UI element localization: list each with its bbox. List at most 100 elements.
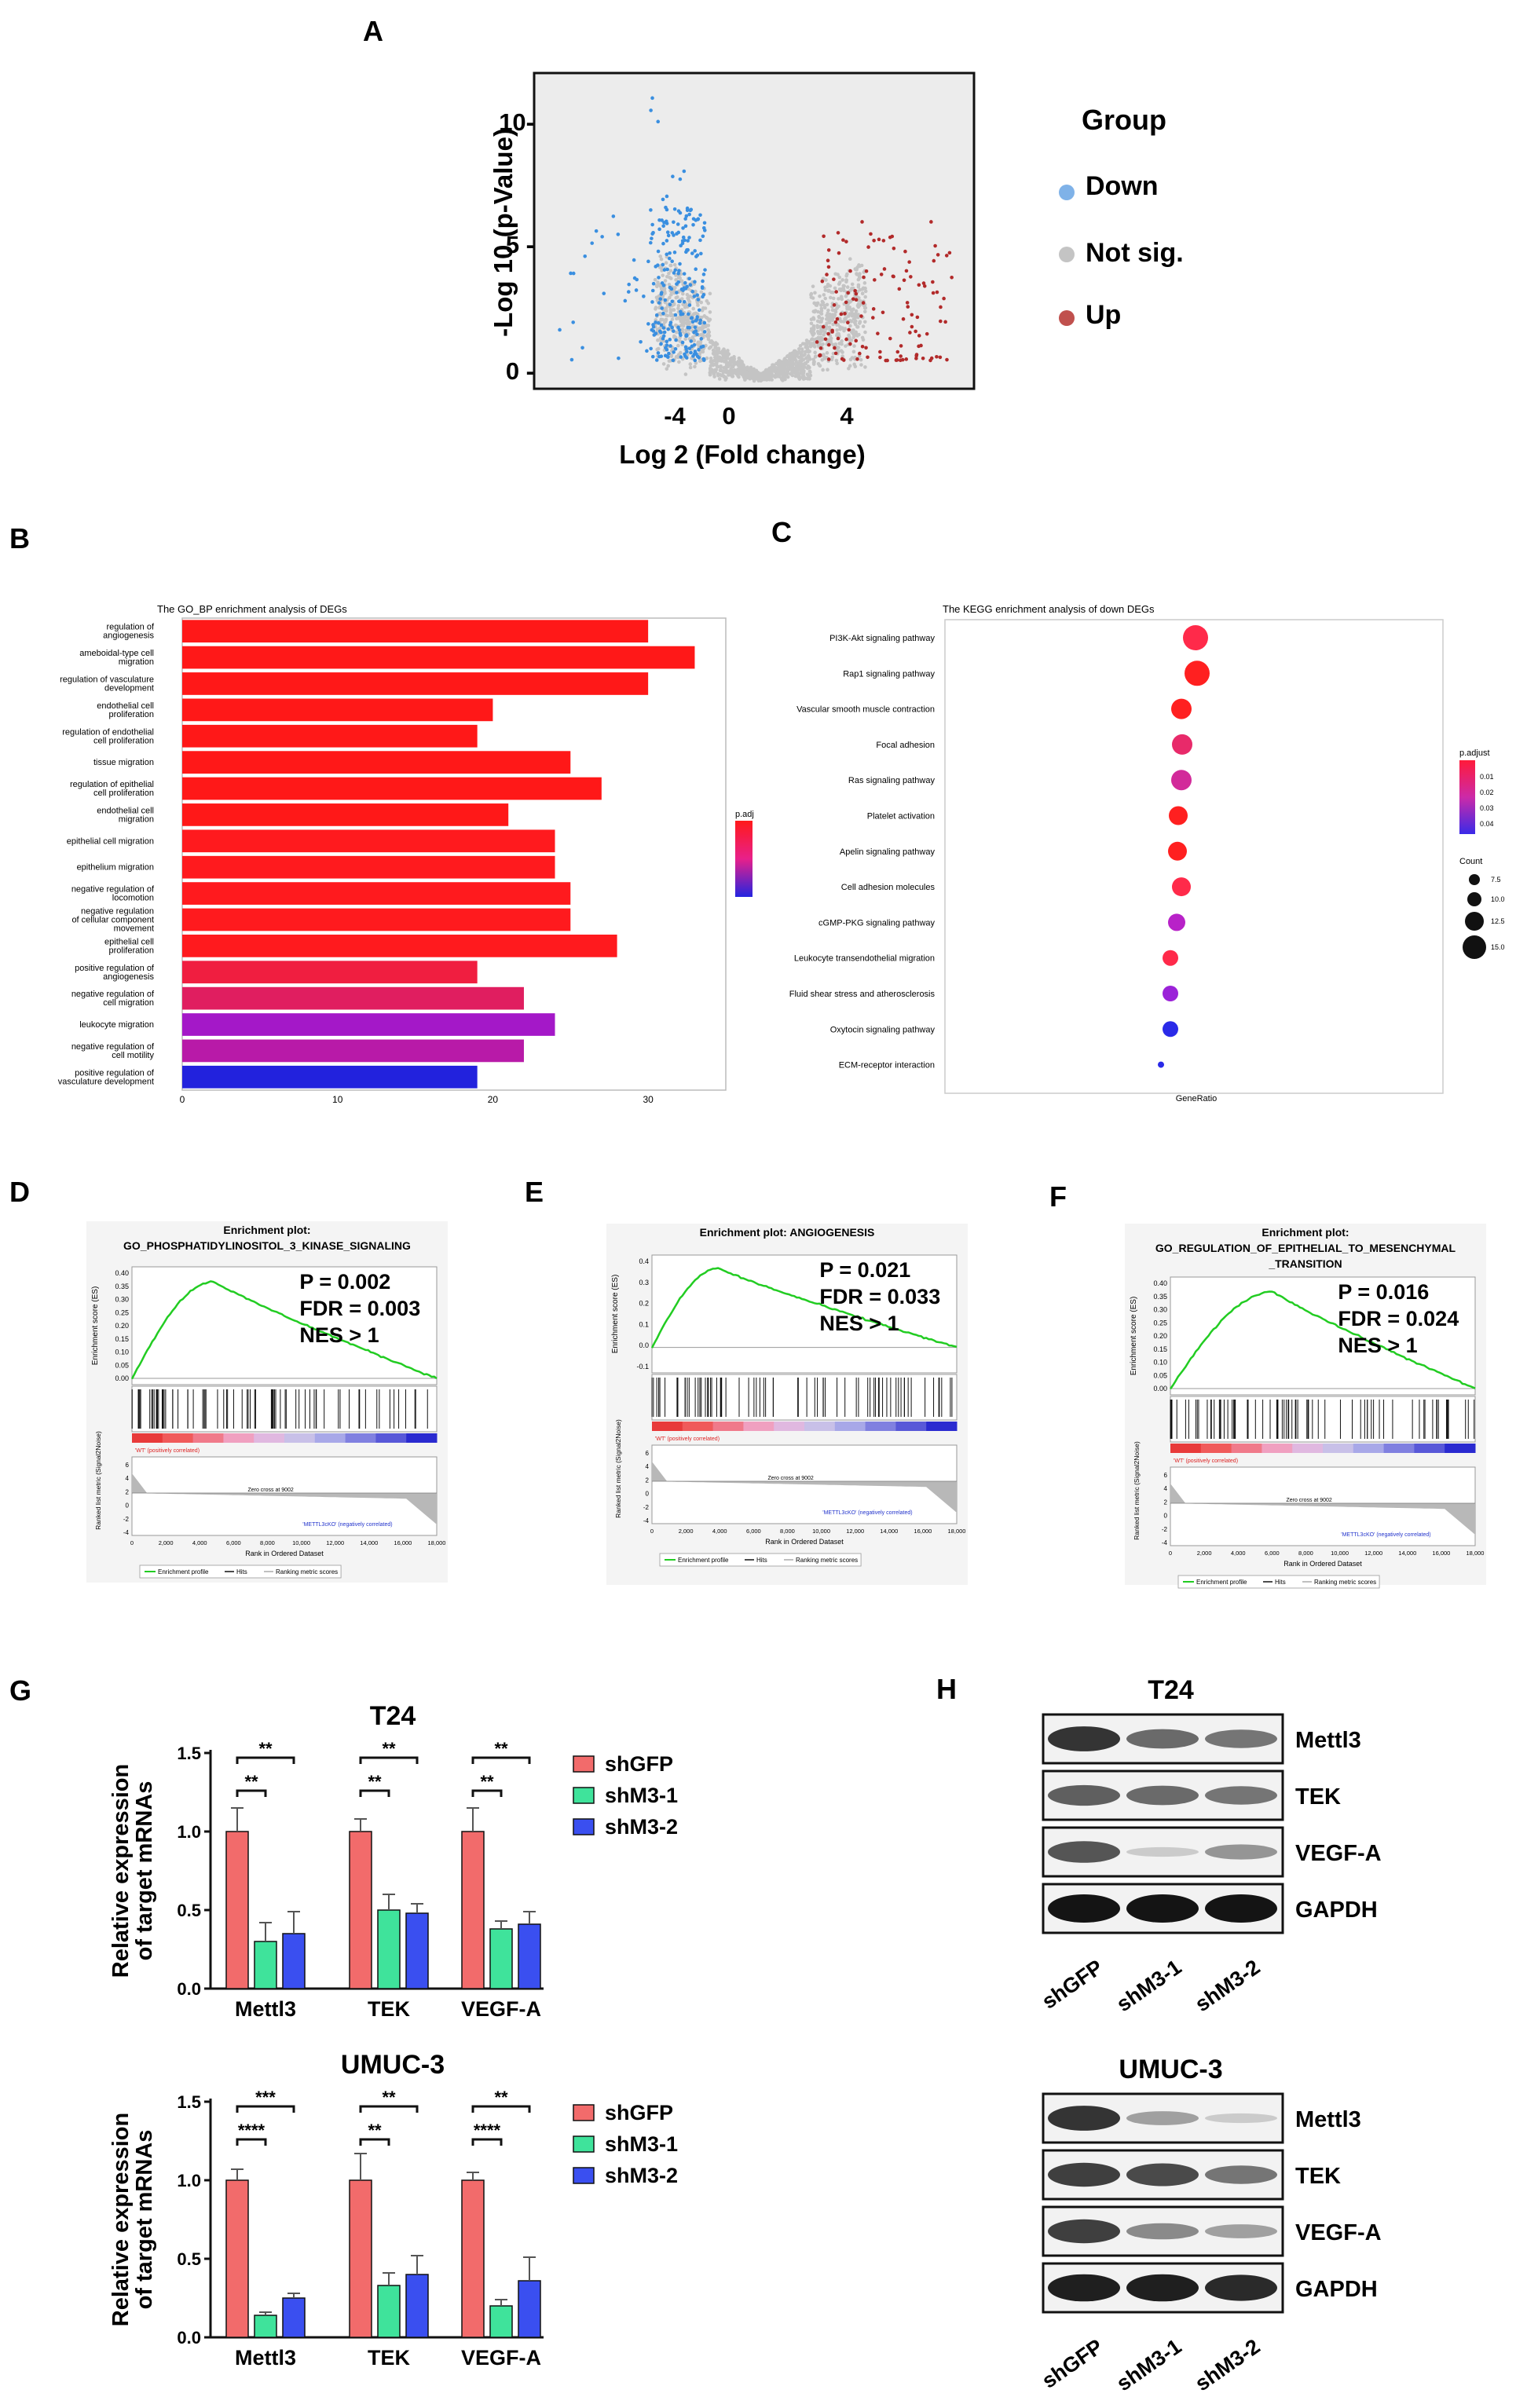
notsig-point [844, 294, 848, 298]
notsig-point [813, 355, 818, 359]
up-point [815, 340, 819, 344]
western-band [1126, 1894, 1199, 1923]
up-point [914, 329, 917, 334]
down-point [697, 308, 701, 313]
notsig-point [705, 333, 709, 338]
gsea-es-ytick: 0.20 [115, 1322, 129, 1330]
notsig-point [721, 370, 726, 375]
legend-notsig-label: Not sig. [1086, 238, 1184, 268]
notsig-point [855, 325, 859, 329]
notsig-point [799, 353, 804, 357]
notsig-point [861, 286, 866, 291]
up-point [844, 240, 848, 243]
kegg-category-label: Apelin signaling pathway [840, 847, 936, 857]
notsig-point [805, 340, 809, 345]
down-point [686, 239, 690, 243]
kegg-category-label: ECM-receptor interaction [839, 1061, 935, 1070]
notsig-point [831, 296, 836, 301]
gsea-rank-ytick: -4 [643, 1517, 650, 1524]
down-point [678, 262, 682, 266]
notsig-point [687, 298, 691, 302]
notsig-point [780, 370, 784, 375]
gsea-es-ytick: 0.35 [1153, 1293, 1167, 1301]
go-bp-bar [182, 672, 649, 695]
notsig-point [792, 362, 796, 366]
notsig-point [811, 296, 815, 300]
gsea-rank-gradient [1383, 1444, 1415, 1453]
notsig-point [684, 328, 688, 332]
gsea-rank-gradient [223, 1433, 254, 1443]
down-point [671, 358, 676, 363]
up-point [866, 355, 870, 360]
gsea-stat: NES > 1 [299, 1323, 379, 1347]
down-point [678, 177, 683, 181]
kegg-size-legend-dot-4 [1463, 935, 1486, 959]
gsea-zero-cross-label: Zero cross at 9002 [1286, 1498, 1331, 1503]
notsig-point [849, 319, 854, 324]
down-point [665, 194, 669, 199]
western-band-label: GAPDH [1295, 1897, 1378, 1923]
notsig-point [816, 361, 821, 366]
western-lane-label: shGFP [1038, 1955, 1107, 2013]
gsea-xtick: 18,000 [428, 1539, 446, 1546]
down-point [658, 297, 663, 301]
notsig-point [809, 293, 813, 297]
gsea-neg-label: 'METTL3cKO' (negatively correlated) [302, 1522, 392, 1528]
up-point [888, 336, 892, 341]
notsig-point [851, 349, 856, 354]
notsig-point [854, 267, 858, 272]
western-title: T24 [1148, 1675, 1194, 1705]
notsig-point [794, 352, 798, 357]
go-bp-bar [182, 1013, 555, 1036]
notsig-point [824, 278, 828, 282]
up-point [835, 317, 840, 321]
up-point [820, 279, 825, 284]
down-point [660, 281, 665, 285]
notsig-point [851, 286, 855, 291]
down-point [660, 306, 664, 310]
notsig-point [741, 370, 745, 375]
down-point [632, 276, 637, 280]
notsig-point [816, 342, 820, 347]
notsig-point [806, 349, 811, 354]
notsig-point [801, 371, 806, 375]
western-title: UMUC-3 [1119, 2055, 1222, 2084]
qpcr-bar [225, 1831, 249, 1989]
gsea-zero-cross-label: Zero cross at 9002 [247, 1488, 293, 1493]
notsig-point [669, 292, 673, 297]
qpcr-sig-label: ** [382, 1739, 396, 1758]
down-point [651, 230, 655, 235]
kegg-dot [1163, 950, 1178, 966]
western-band-label: TEK [1295, 1784, 1341, 1810]
go-bp-bar [182, 961, 478, 984]
gsea-plot-f: Enrichment plot: GO_REGULATION_OF_EPITHEL… [1125, 1224, 1486, 1589]
down-point [665, 267, 669, 272]
notsig-point [831, 291, 835, 295]
up-point [910, 324, 914, 329]
notsig-point [668, 269, 673, 273]
down-point [670, 325, 674, 330]
western-band-label: VEGF-A [1295, 2220, 1382, 2245]
qpcr-legend-label: shGFP [605, 2101, 673, 2124]
go-bp-category-label: negative regulation of cell migration [71, 990, 155, 1008]
gsea-es-ytick: 0.25 [115, 1308, 129, 1316]
notsig-point [679, 324, 683, 328]
up-point [877, 237, 881, 242]
notsig-point [827, 339, 831, 344]
up-point [881, 239, 886, 243]
down-point [702, 320, 707, 325]
gsea-xlabel: Rank in Ordered Dataset [1283, 1560, 1362, 1568]
down-point [671, 174, 675, 179]
notsig-point [840, 350, 844, 354]
notsig-point [837, 297, 840, 301]
notsig-point [852, 313, 857, 318]
gsea-es-ytick: 0.35 [115, 1283, 129, 1290]
gsea-es-ytick: 0.05 [115, 1361, 129, 1369]
notsig-point [738, 368, 742, 371]
gsea-enrichment-curve [1169, 1290, 1476, 1390]
notsig-point [738, 359, 743, 363]
down-point [616, 232, 621, 236]
western-blot-umuc3: UMUC-3 Mettl3 TEK VEGF-A GAPDH shGFP shM3-1 shM… [1038, 2055, 1382, 2395]
notsig-point [727, 361, 731, 366]
gsea-xtick: 2,000 [1197, 1550, 1212, 1557]
